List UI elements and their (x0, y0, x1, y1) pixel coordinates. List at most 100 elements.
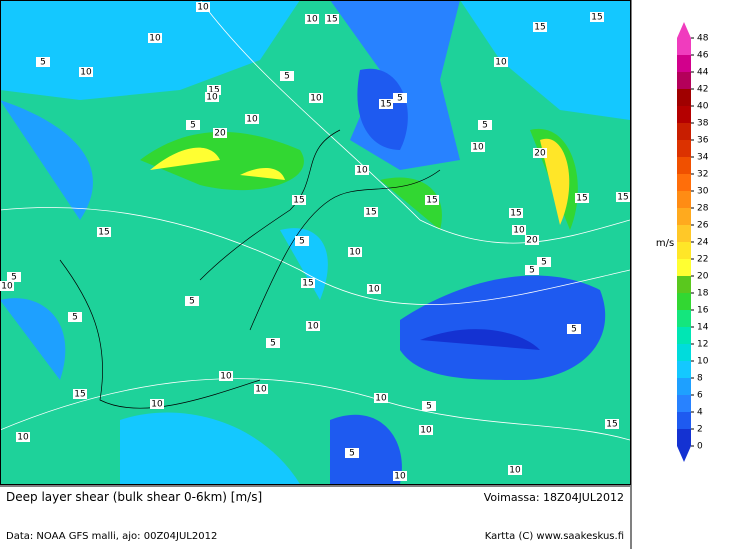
contour-label-bg (422, 401, 436, 411)
contour-label-bg (79, 67, 93, 77)
contour-label-bg (306, 321, 320, 331)
contour-label-bg (616, 192, 630, 202)
contour-label-bg (150, 399, 164, 409)
contour-label: 15 (98, 228, 109, 238)
colorbar-label: 2 (697, 425, 703, 435)
colorbar-label: 10 (697, 357, 709, 367)
colorbar-swatch (677, 412, 691, 429)
contour-label-bg (419, 425, 433, 435)
colorbar-label: 28 (697, 204, 709, 214)
contour-label-bg (196, 2, 210, 12)
map-credit: Kartta (C) www.saakeskus.fi (485, 531, 624, 542)
contour-label: 10 (509, 466, 521, 476)
contour-label: 15 (208, 86, 219, 96)
colorbar-arrow (677, 446, 691, 462)
colorbar-swatch (677, 123, 691, 140)
contour-label-bg (305, 14, 319, 24)
contour-label: 5 (397, 94, 403, 104)
colorbar-label: 26 (697, 221, 709, 231)
contour-label-bg (254, 384, 268, 394)
colorbar-swatch (677, 208, 691, 225)
contour-label: 15 (510, 209, 521, 219)
contour-label: 5 (270, 339, 276, 349)
contour-label-bg (605, 419, 619, 429)
contour-label-bg (575, 193, 589, 203)
contour-label: 10 (420, 426, 432, 436)
contour-label: 5 (284, 72, 290, 82)
contour-label: 10 (246, 115, 258, 125)
colorbar-label: 46 (697, 51, 709, 61)
contour-label: 10 (310, 94, 322, 104)
contour-label-bg (478, 120, 492, 130)
contour-label-bg (185, 296, 199, 306)
contour-label: 10 (472, 143, 484, 153)
colorbar-swatch (677, 191, 691, 208)
contour-label: 15 (606, 420, 617, 430)
contour-label: 5 (426, 402, 432, 412)
colorbar-swatch (677, 293, 691, 310)
contour-label: 10 (375, 394, 387, 404)
contour-label-bg (533, 148, 547, 158)
contour-label: 15 (74, 390, 85, 400)
contour-label: 10 (151, 400, 163, 410)
contour-label-bg (393, 93, 407, 103)
contour-label-bg (533, 22, 547, 32)
colorbar-label: 42 (697, 85, 708, 95)
contour-label: 10 (513, 226, 525, 236)
contour-label-bg (0, 281, 14, 291)
colorbar-label: 48 (697, 34, 709, 44)
colorbar-swatch (677, 259, 691, 276)
contour-label-bg (379, 99, 393, 109)
contour-label: 15 (365, 208, 376, 218)
colorbar-swatch (677, 225, 691, 242)
contour-label-bg (367, 284, 381, 294)
contour-label-bg (295, 236, 309, 246)
contour-label: 15 (576, 194, 587, 204)
contour-label: 5 (529, 266, 535, 276)
contour-label: 10 (1, 282, 13, 292)
colorbar-unit: m/s (656, 238, 674, 249)
contour-label-bg (525, 235, 539, 245)
colorbar-label: 14 (697, 323, 709, 333)
contour-label: 20 (214, 129, 226, 139)
contour-label-bg (7, 272, 21, 282)
contour-label: 5 (11, 273, 17, 283)
colorbar-swatch (677, 395, 691, 412)
contour-label: 10 (197, 3, 209, 13)
contour-label-bg (355, 165, 369, 175)
contour-label: 5 (40, 58, 46, 68)
contour-label: 10 (220, 372, 232, 382)
contour-label: 15 (302, 279, 313, 289)
colorbar-label: 8 (697, 374, 703, 384)
contour-label: 5 (571, 325, 577, 335)
contour-label-bg (364, 207, 378, 217)
contour-label: 5 (299, 237, 305, 247)
colorbar-swatch (677, 140, 691, 157)
contour-label: 15 (326, 15, 337, 25)
contour-label-bg (292, 195, 306, 205)
colorbar-label: 0 (697, 442, 703, 452)
contour-label: 5 (190, 121, 196, 131)
colorbar-swatch (677, 242, 691, 259)
contour-label: 15 (293, 196, 304, 206)
contour-label-bg (537, 257, 551, 267)
contour-label: 20 (526, 236, 538, 246)
colorbar-label: 32 (697, 170, 708, 180)
contour-label: 10 (356, 166, 368, 176)
contour-label: 15 (617, 193, 628, 203)
contour-label: 10 (255, 385, 267, 395)
colorbar-swatch (677, 276, 691, 293)
colorbar-swatch (677, 327, 691, 344)
contour-label: 15 (380, 100, 391, 110)
colorbar-swatch (677, 72, 691, 89)
contour-label: 10 (394, 472, 406, 482)
contour-label-bg (325, 14, 339, 24)
contour-label: 15 (534, 23, 545, 33)
colorbar-label: 40 (697, 102, 709, 112)
contour-label-bg (590, 12, 604, 22)
colorbar-label: 4 (697, 408, 703, 418)
contour-label: 5 (541, 258, 547, 268)
contour-label-bg (508, 465, 522, 475)
colorbar-swatch (677, 344, 691, 361)
